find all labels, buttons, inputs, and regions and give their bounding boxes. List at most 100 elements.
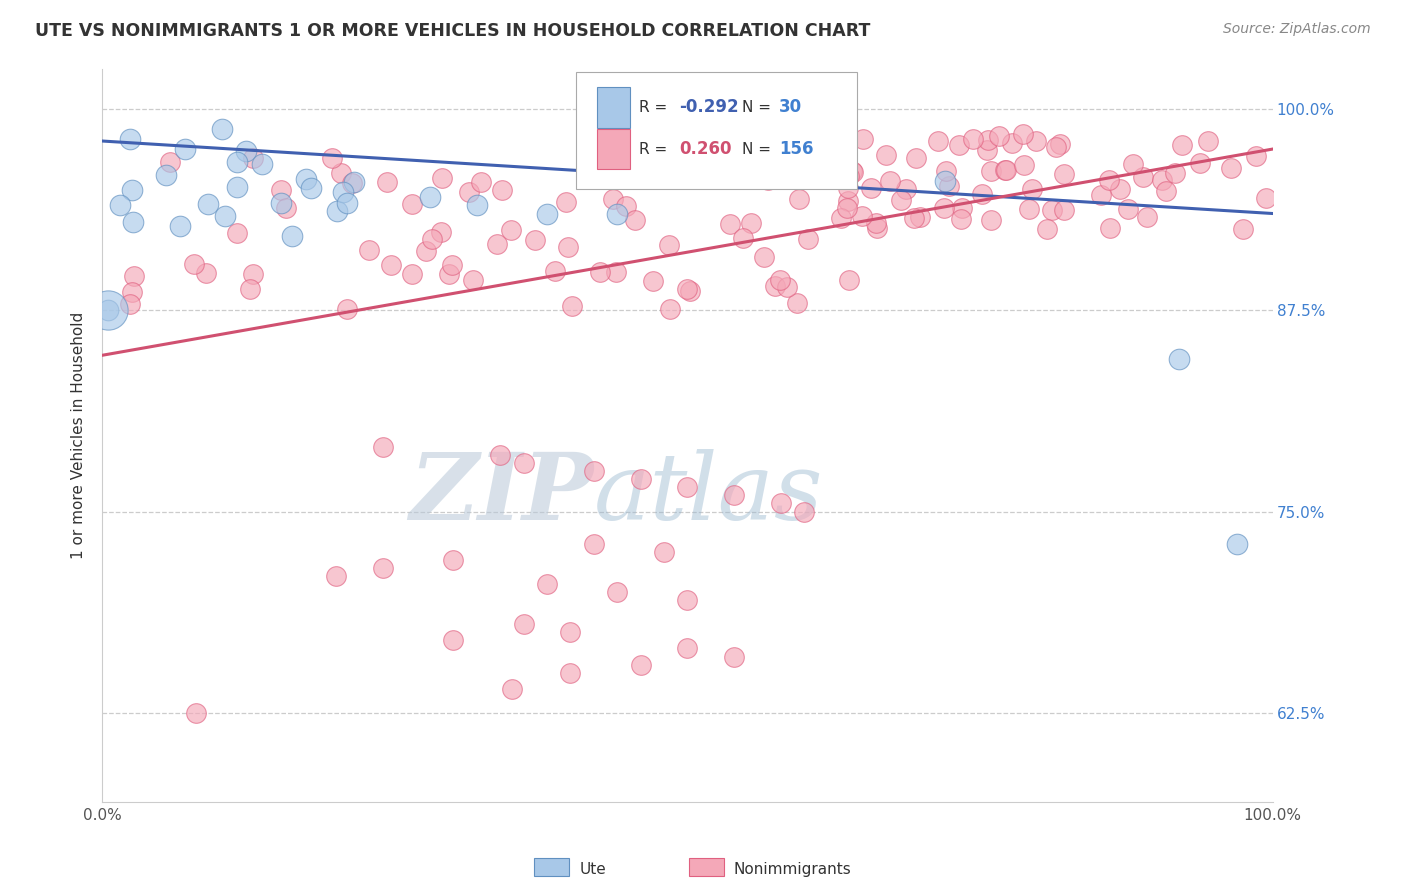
Point — [465, 198, 488, 212]
Point — [838, 169, 860, 184]
Point — [934, 174, 956, 188]
Point — [842, 165, 865, 179]
Point — [512, 617, 534, 632]
Point — [852, 132, 875, 146]
Text: UTE VS NONIMMIGRANTS 1 OR MORE VEHICLES IN HOUSEHOLD CORRELATION CHART: UTE VS NONIMMIGRANTS 1 OR MORE VEHICLES … — [35, 22, 870, 40]
Point — [606, 585, 628, 599]
Point — [837, 273, 859, 287]
Point — [536, 577, 558, 591]
Point — [817, 166, 839, 180]
Point — [371, 440, 394, 454]
Point — [1021, 182, 1043, 196]
Point — [1109, 182, 1132, 196]
FancyBboxPatch shape — [576, 72, 858, 189]
Point — [437, 267, 460, 281]
Text: atlas: atlas — [593, 449, 824, 539]
Point — [927, 134, 949, 148]
Point — [995, 162, 1018, 177]
Point — [740, 216, 762, 230]
Point — [980, 164, 1002, 178]
Y-axis label: 1 or more Vehicles in Household: 1 or more Vehicles in Household — [72, 311, 86, 558]
Point — [343, 175, 366, 189]
Point — [214, 209, 236, 223]
Point — [1001, 136, 1024, 150]
Point — [837, 194, 859, 208]
Point — [910, 211, 932, 225]
Point — [1053, 167, 1076, 181]
Text: 156: 156 — [779, 140, 813, 158]
Point — [1232, 222, 1254, 236]
Point — [837, 181, 859, 195]
Point — [994, 163, 1017, 178]
Point — [120, 132, 142, 146]
Point — [950, 202, 973, 216]
Point — [1226, 537, 1249, 551]
Point — [524, 233, 547, 247]
Text: Ute: Ute — [579, 863, 606, 877]
Point — [793, 504, 815, 518]
Text: ZIP: ZIP — [409, 449, 593, 539]
Point — [159, 154, 181, 169]
Point — [225, 179, 247, 194]
Point — [121, 285, 143, 300]
Point — [879, 174, 901, 188]
Point — [786, 296, 808, 310]
Point — [768, 273, 790, 287]
Point — [614, 199, 637, 213]
Text: Nonimmigrants: Nonimmigrants — [734, 863, 852, 877]
Point — [270, 183, 292, 197]
Point — [904, 151, 927, 165]
Text: N =: N = — [742, 142, 776, 157]
Point — [121, 183, 143, 197]
Point — [676, 480, 699, 494]
Point — [211, 122, 233, 136]
Point — [560, 665, 582, 680]
Point — [440, 258, 463, 272]
Point — [1090, 187, 1112, 202]
Point — [536, 206, 558, 220]
Point — [1122, 157, 1144, 171]
Point — [977, 132, 1000, 146]
Point — [630, 472, 652, 486]
Point — [242, 267, 264, 281]
Point — [1045, 140, 1067, 154]
Point — [441, 553, 464, 567]
Point — [120, 297, 142, 311]
Point — [723, 488, 745, 502]
Point — [340, 176, 363, 190]
Point — [865, 216, 887, 230]
Point — [866, 221, 889, 235]
Point — [461, 273, 484, 287]
Point — [491, 183, 513, 197]
Point — [948, 137, 970, 152]
Point — [1164, 165, 1187, 179]
Point — [606, 206, 628, 220]
Point — [935, 163, 957, 178]
Point — [976, 143, 998, 157]
Point — [676, 641, 699, 656]
Point — [1219, 161, 1241, 175]
Point — [489, 448, 512, 462]
Point — [1132, 169, 1154, 184]
Point — [195, 266, 218, 280]
Point — [658, 237, 681, 252]
Bar — [598, 129, 630, 169]
Point — [250, 157, 273, 171]
Point — [582, 537, 605, 551]
Point — [336, 196, 359, 211]
Text: N =: N = — [742, 100, 776, 115]
Point — [512, 456, 534, 470]
Point — [718, 218, 741, 232]
Point — [851, 209, 873, 223]
Point — [1036, 221, 1059, 235]
Text: 0.260: 0.260 — [679, 140, 731, 158]
Point — [1189, 156, 1212, 170]
Point — [235, 144, 257, 158]
Point — [375, 175, 398, 189]
Point — [1171, 138, 1194, 153]
Point — [1053, 203, 1076, 218]
Point — [557, 240, 579, 254]
Point — [415, 244, 437, 258]
Point — [458, 185, 481, 199]
Point — [380, 259, 402, 273]
